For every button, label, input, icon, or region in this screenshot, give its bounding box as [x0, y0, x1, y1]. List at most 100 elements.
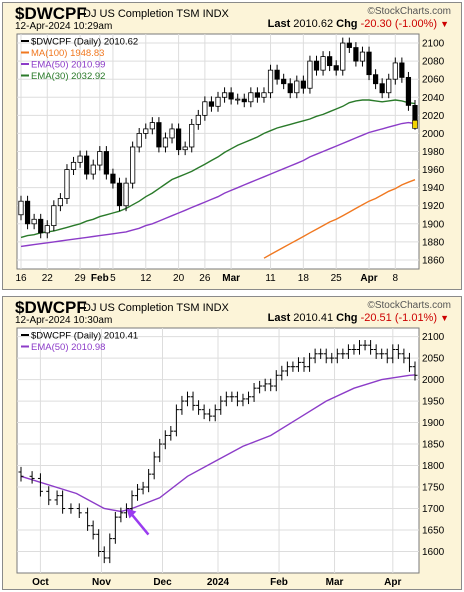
timestamp-label: 12-Apr-2024 10:29am — [15, 21, 113, 32]
candle-body — [195, 114, 201, 125]
candle-body — [110, 173, 116, 184]
y-tick-label: 2000 — [422, 375, 445, 386]
x-tick-label: 25 — [331, 273, 343, 284]
candle-body — [116, 182, 123, 207]
candle-body — [77, 155, 83, 163]
chart-header: $DWCPF DJ US Completion TSM INDX ©StockC… — [3, 297, 461, 328]
y-tick-label: 1600 — [422, 547, 445, 558]
chg-label: Chg — [336, 312, 358, 324]
chg-value: -20.30 (-1.00%) — [360, 18, 438, 30]
y-tick-label: 1980 — [422, 147, 445, 158]
legend-entry: EMA(50) 2010.98 — [31, 342, 105, 353]
x-tick-label: 18 — [298, 273, 310, 284]
candle-body — [84, 155, 90, 175]
candle-body — [307, 60, 313, 89]
brand-label[interactable]: ©StockCharts.com — [367, 6, 451, 17]
candle-body — [208, 101, 215, 107]
legend-entry: EMA(30) 2032.92 — [31, 71, 105, 82]
candle-body — [372, 74, 379, 85]
chart-panel-1: $DWCPF DJ US Completion TSM INDX ©StockC… — [2, 2, 462, 290]
timestamp-label: 12-Apr-2024 10:30am — [15, 315, 113, 326]
candle-body — [130, 146, 136, 184]
candle-body — [70, 161, 77, 170]
candle-body — [221, 92, 228, 98]
candle-body — [64, 169, 70, 199]
candle-body — [346, 42, 352, 48]
y-tick-label: 2000 — [422, 129, 445, 140]
candle-body — [149, 122, 155, 130]
candle-body — [103, 151, 109, 175]
description-label: DJ US Completion TSM INDX — [83, 8, 229, 20]
candle-body — [274, 69, 280, 80]
candle-body — [320, 56, 326, 71]
y-tick-label: 1860 — [422, 255, 445, 266]
candle-body — [18, 200, 24, 216]
description-label: DJ US Completion TSM INDX — [83, 302, 229, 314]
candle-body — [386, 78, 392, 94]
chart-header: $DWCPF DJ US Completion TSM INDX ©StockC… — [3, 3, 461, 34]
candle-body — [228, 92, 234, 100]
x-tick-label: 2024 — [207, 577, 230, 588]
price-chart-svg: 1600 1650 1700 1750 1800 1850 1900 1950 2000 2050… — [16, 327, 445, 588]
y-tick-label: 1960 — [422, 165, 445, 176]
y-tick-label: 1920 — [422, 201, 445, 212]
brand-label[interactable]: ©StockCharts.com — [367, 300, 451, 311]
annotation-arrow-shaft — [128, 510, 150, 536]
x-tick-label: Apr — [360, 273, 377, 284]
y-tick-label: 1800 — [422, 461, 445, 472]
last-label: Last — [267, 312, 291, 324]
candle-body — [215, 96, 221, 107]
y-tick-label: 2100 — [422, 332, 445, 343]
candle-body — [399, 62, 405, 78]
x-tick-label: 11 — [265, 273, 276, 284]
y-tick-label: 1900 — [422, 418, 445, 429]
candle-body — [359, 51, 366, 62]
candle-body — [241, 98, 247, 103]
candle-body — [175, 128, 182, 151]
x-tick-label: Oct — [32, 577, 49, 588]
y-tick-label: 1950 — [422, 397, 445, 408]
candle-body — [379, 83, 385, 94]
x-tick-label: 26 — [199, 273, 211, 284]
candle-body — [248, 92, 254, 103]
candle-body — [353, 47, 359, 62]
y-tick-label: 2050 — [422, 354, 445, 365]
candle-body — [300, 80, 306, 89]
price-chart-svg: 1860 1880 1900 1920 1940 1960 1980 2000 2020 2040… — [15, 33, 445, 284]
x-tick-label: 22 — [42, 273, 54, 284]
last-value: 2010.41 — [293, 312, 334, 324]
legend-entry: EMA(50) 2010.99 — [31, 60, 105, 71]
candle-body — [287, 83, 293, 94]
candle-body — [182, 146, 188, 151]
candle-body — [366, 51, 372, 76]
y-tick-label: 1700 — [422, 504, 445, 515]
y-tick-label: 1750 — [422, 483, 445, 494]
candle-body — [261, 92, 267, 98]
y-tick-label: 2100 — [422, 39, 445, 50]
x-tick-label: 8 — [393, 273, 399, 284]
ema50-line — [20, 121, 416, 248]
candle-body — [202, 101, 208, 116]
candle-body — [294, 80, 300, 94]
x-tick-label: 16 — [15, 273, 27, 284]
last-value: 2010.62 — [293, 18, 334, 30]
candle-body — [51, 205, 57, 227]
last-label: Last — [267, 18, 291, 30]
ema30-line — [20, 99, 416, 239]
y-tick-label: 1880 — [422, 237, 445, 248]
y-tick-label: 1850 — [422, 440, 445, 451]
candle-body — [24, 200, 31, 225]
down-triangle-icon: ▼ — [440, 313, 449, 323]
ema50-line — [20, 374, 416, 513]
candle-body — [97, 151, 103, 166]
candle-body — [281, 78, 287, 85]
ma100-line — [263, 179, 416, 259]
y-tick-label: 1900 — [422, 219, 445, 230]
x-tick-label: Mar — [326, 577, 344, 588]
candle-body — [90, 164, 96, 175]
quote-summary: Last 2010.62 Chg -20.30 (-1.00%) ▼ — [268, 18, 449, 30]
x-tick-label: Nov — [92, 577, 111, 588]
symbol-label: $DWCPF — [15, 298, 87, 317]
x-tick-label: 5 — [110, 273, 116, 284]
y-tick-label: 2040 — [422, 93, 445, 104]
